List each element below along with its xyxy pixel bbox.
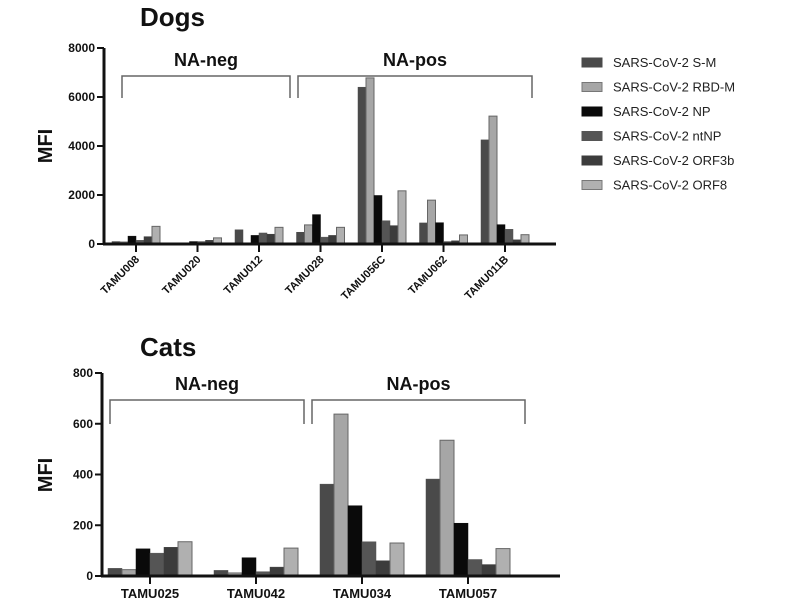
dogs-y-tick-label: 6000 bbox=[68, 90, 95, 104]
dogs-group-label: NA-neg bbox=[174, 50, 238, 70]
cats-bar bbox=[389, 542, 405, 577]
cats-group-label: NA-neg bbox=[175, 374, 239, 394]
cats-bar bbox=[241, 557, 257, 577]
dogs-y-tick-label: 4000 bbox=[68, 139, 95, 153]
cats-panel: Cats MFI TAMU025 TAMU042 TAMU034 TAMU057 0 20… bbox=[35, 332, 560, 600]
legend-swatch bbox=[581, 131, 603, 141]
dogs-x-tick-label: TAMU012 bbox=[222, 254, 265, 297]
cats-bar bbox=[453, 522, 469, 577]
dogs-bar bbox=[151, 225, 161, 245]
legend-label: SARS-CoV-2 S-M bbox=[613, 55, 716, 70]
dogs-title: Dogs bbox=[140, 2, 205, 32]
cats-bar bbox=[467, 559, 483, 577]
dogs-panel: Dogs MFI TAMU008 TAMU020 TAMU012 TAMU028 TAM… bbox=[35, 2, 556, 303]
dogs-bar bbox=[336, 226, 345, 245]
cats-x-tick-label: TAMU042 bbox=[227, 586, 285, 600]
dogs-bar bbox=[419, 222, 428, 245]
legend-swatch bbox=[581, 57, 603, 68]
dogs-bar bbox=[397, 190, 407, 245]
cats-y-tick-label: 200 bbox=[73, 518, 93, 532]
dogs-bar bbox=[296, 231, 305, 245]
cats-bar bbox=[319, 483, 335, 577]
dogs-y-tick-label: 0 bbox=[88, 237, 95, 251]
cats-bar bbox=[495, 548, 511, 577]
cats-bar bbox=[177, 541, 193, 577]
dogs-x-tick-label: TAMU062 bbox=[406, 254, 449, 297]
legend-label: SARS-CoV-2 ntNP bbox=[613, 129, 721, 144]
legend: SARS-CoV-2 S-M SARS-CoV-2 RBD-M SARS-CoV-2… bbox=[581, 55, 735, 193]
dogs-y-axis-label: MFI bbox=[35, 129, 57, 163]
cats-bar bbox=[347, 505, 363, 577]
legend-swatch bbox=[581, 155, 603, 166]
legend-label: SARS-CoV-2 RBD-M bbox=[613, 80, 735, 95]
legend-label: SARS-CoV-2 ORF8 bbox=[613, 178, 727, 193]
cats-bar bbox=[135, 548, 151, 577]
dogs-x-tick-label: TAMU011B bbox=[463, 254, 512, 303]
dogs-bar bbox=[373, 195, 383, 245]
dogs-bar bbox=[234, 229, 244, 245]
cats-title: Cats bbox=[140, 332, 196, 362]
cats-bar bbox=[333, 413, 349, 577]
cats-y-tick-label: 400 bbox=[73, 468, 93, 482]
cats-bar bbox=[375, 560, 391, 577]
cats-y-tick-label: 600 bbox=[73, 417, 93, 431]
dogs-bar bbox=[258, 232, 268, 245]
cats-bar bbox=[283, 547, 299, 577]
legend-swatch bbox=[581, 106, 603, 117]
dogs-bar bbox=[304, 224, 313, 245]
dogs-x-tick-label: TAMU020 bbox=[160, 254, 203, 297]
dogs-bar bbox=[389, 225, 399, 245]
cats-bar bbox=[481, 564, 497, 577]
dogs-x-tick-label: TAMU056C bbox=[339, 254, 388, 303]
dogs-bar bbox=[504, 229, 514, 245]
cats-bar bbox=[149, 552, 165, 577]
dogs-y-tick-label: 8000 bbox=[68, 41, 95, 55]
dogs-group-bracket bbox=[121, 75, 291, 98]
dogs-bar bbox=[435, 222, 444, 245]
dogs-bar bbox=[357, 86, 367, 245]
cats-group-bracket bbox=[109, 399, 305, 424]
dogs-bar bbox=[496, 224, 506, 245]
cats-x-tick-label: TAMU025 bbox=[121, 586, 179, 600]
dogs-group-bracket bbox=[297, 75, 533, 98]
cats-y-tick-label: 0 bbox=[86, 569, 93, 583]
legend-label: SARS-CoV-2 ORF3b bbox=[613, 153, 734, 168]
cats-group-bracket bbox=[311, 399, 526, 424]
dogs-bar bbox=[365, 77, 375, 245]
dogs-bar bbox=[480, 139, 490, 245]
dogs-bar bbox=[488, 115, 498, 245]
cats-y-tick-label: 800 bbox=[73, 366, 93, 380]
dogs-y-tick-label: 2000 bbox=[68, 188, 95, 202]
cats-x-tick-label: TAMU034 bbox=[333, 586, 392, 600]
cats-bar bbox=[439, 439, 455, 577]
cats-group-label: NA-pos bbox=[387, 374, 451, 394]
dogs-bar bbox=[312, 214, 321, 245]
dogs-x-tick-label: TAMU008 bbox=[99, 254, 142, 297]
cats-bar bbox=[163, 547, 179, 577]
dogs-group-label: NA-pos bbox=[383, 50, 447, 70]
legend-label: SARS-CoV-2 NP bbox=[613, 104, 711, 119]
cats-y-axis-label: MFI bbox=[35, 458, 57, 492]
cats-bar bbox=[425, 478, 441, 577]
dogs-bar bbox=[274, 226, 284, 245]
legend-swatch bbox=[581, 82, 603, 92]
dogs-bar bbox=[427, 199, 436, 245]
dogs-bar bbox=[381, 220, 391, 245]
cats-x-tick-label: TAMU057 bbox=[439, 586, 497, 600]
legend-swatch bbox=[581, 180, 603, 190]
dogs-x-tick-label: TAMU028 bbox=[283, 254, 326, 297]
cats-bar bbox=[361, 541, 377, 577]
